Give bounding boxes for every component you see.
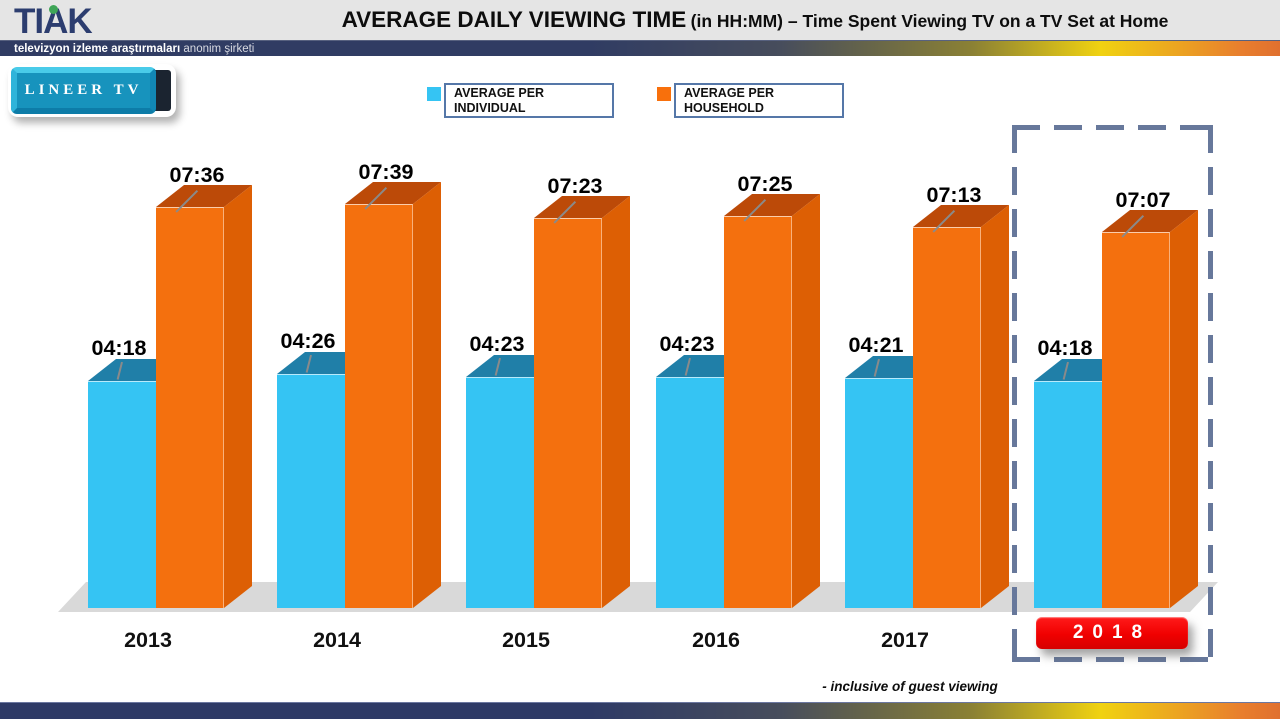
page-title-sub: (in HH:MM) – Time Spent Viewing TV on a … bbox=[690, 11, 1169, 31]
legend-household-line1: AVERAGE PER bbox=[684, 86, 775, 100]
legend-item-household: AVERAGE PER HOUSEHOLD bbox=[674, 83, 844, 118]
lineer-tv-label: LINEER TV bbox=[24, 82, 143, 98]
bar-household-top-face bbox=[913, 205, 1009, 227]
lineer-tv-button-side bbox=[151, 70, 171, 111]
bar-individual bbox=[656, 377, 724, 608]
highlight-box-top-edge bbox=[1012, 125, 1213, 130]
lineer-tv-button[interactable]: LINEER TV bbox=[8, 64, 176, 117]
highlight-year-label: 2018 bbox=[1072, 622, 1152, 643]
legend-swatch-household bbox=[657, 87, 671, 101]
bar-household-side-face bbox=[1170, 210, 1198, 608]
value-label-individual: 04:23 bbox=[659, 332, 715, 356]
tiak-tagline: televizyon izleme araştırmaları anonim ş… bbox=[14, 42, 254, 56]
footnote: - inclusive of guest viewing bbox=[822, 679, 998, 694]
year-label: 2016 bbox=[692, 628, 740, 652]
highlight-box-left-edge bbox=[1012, 125, 1017, 662]
page-title-main: AVERAGE DAILY VIEWING TIME bbox=[341, 7, 687, 32]
tiak-logo: TIAK bbox=[14, 2, 134, 42]
legend-individual-line1: AVERAGE PER bbox=[454, 86, 545, 100]
value-label-individual: 04:18 bbox=[1037, 336, 1093, 360]
value-label-household: 07:36 bbox=[169, 163, 225, 187]
bar-individual bbox=[845, 378, 913, 608]
page-title: AVERAGE DAILY VIEWING TIME (in HH:MM) – … bbox=[240, 0, 1270, 40]
bar-household bbox=[724, 216, 792, 608]
lineer-tv-button-face: LINEER TV bbox=[11, 67, 156, 114]
year-label: 2013 bbox=[124, 628, 172, 652]
footer-gradient-bar bbox=[0, 702, 1280, 719]
bar-household-top-face bbox=[345, 182, 441, 204]
bar-household-top-face bbox=[534, 196, 630, 218]
bar-household bbox=[345, 204, 413, 608]
value-label-household: 07:07 bbox=[1115, 188, 1171, 212]
bar-household-top-face bbox=[724, 194, 820, 216]
legend-individual-line2: INDIVIDUAL bbox=[454, 101, 526, 115]
value-label-individual: 04:21 bbox=[848, 333, 904, 357]
chart-floor bbox=[58, 582, 1218, 612]
value-label-household: 07:39 bbox=[358, 160, 414, 184]
bar-household-side-face bbox=[792, 194, 820, 608]
tagline-bold: televizyon izleme araştırmaları bbox=[14, 43, 181, 55]
highlight-box-right-edge bbox=[1208, 125, 1213, 662]
value-label-household: 07:25 bbox=[737, 172, 793, 196]
value-label-household: 07:13 bbox=[926, 183, 982, 207]
legend-household-line2: HOUSEHOLD bbox=[684, 101, 764, 115]
bar-household-side-face bbox=[602, 196, 630, 608]
bar-individual bbox=[1034, 381, 1102, 608]
header-band: TIAK AVERAGE DAILY VIEWING TIME (in HH:M… bbox=[0, 0, 1280, 42]
highlight-box-bottom-edge bbox=[1012, 657, 1213, 662]
bar-individual bbox=[277, 374, 345, 608]
year-label: 2014 bbox=[313, 628, 361, 652]
bar-household-top-face bbox=[1102, 210, 1198, 232]
year-label: 2015 bbox=[502, 628, 550, 652]
bar-individual bbox=[88, 381, 156, 608]
value-label-individual: 04:18 bbox=[91, 336, 147, 360]
bar-household bbox=[913, 227, 981, 608]
value-label-individual: 04:26 bbox=[280, 329, 336, 353]
value-label-household: 07:23 bbox=[547, 174, 603, 198]
bar-household-side-face bbox=[981, 205, 1009, 608]
tagline-light: anonim şirketi bbox=[183, 43, 255, 55]
legend-swatch-individual bbox=[427, 87, 441, 101]
value-label-individual: 04:23 bbox=[469, 332, 525, 356]
header-gradient-strip: televizyon izleme araştırmaları anonim ş… bbox=[0, 40, 1280, 56]
bar-household bbox=[534, 218, 602, 608]
tiak-logo-green-dot-icon bbox=[49, 5, 58, 14]
highlight-year-badge: 2018 bbox=[1036, 617, 1188, 649]
legend-item-individual: AVERAGE PER INDIVIDUAL bbox=[444, 83, 614, 118]
bar-individual bbox=[466, 377, 534, 608]
bar-household-side-face bbox=[224, 185, 252, 608]
bar-household bbox=[156, 207, 224, 608]
bar-household bbox=[1102, 232, 1170, 608]
year-label: 2017 bbox=[881, 628, 929, 652]
bar-household-top-face bbox=[156, 185, 252, 207]
bar-household-side-face bbox=[413, 182, 441, 608]
